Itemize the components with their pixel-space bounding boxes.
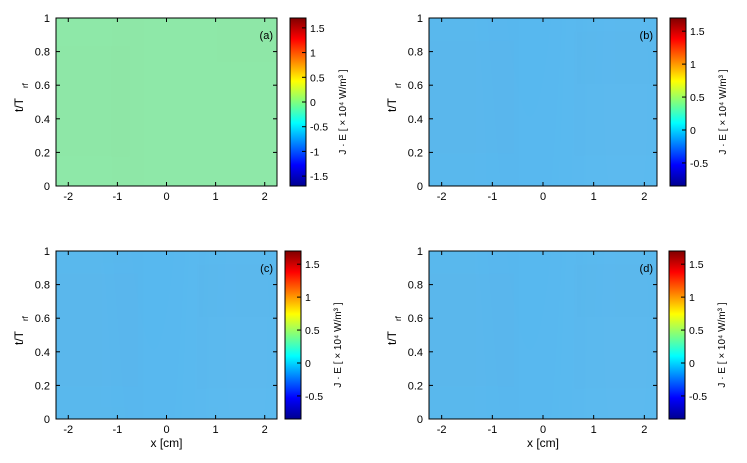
- y-tick-label: 0: [44, 181, 50, 193]
- y-tick-label: 0.2: [35, 147, 50, 159]
- heatmap-panel-b: -2 -1 0 1 2 0 0.2 0.4 0.6 0.8 1 t/T rf (b) -0.5 0 0.5 1 1.…: [385, 13, 729, 203]
- x-tick-label: -1: [487, 191, 497, 203]
- colorbar-tick-label: 1: [689, 292, 695, 304]
- x-tick-label: -2: [437, 191, 447, 203]
- x-tick-label: -2: [437, 424, 447, 436]
- y-tick-label: 0.2: [408, 380, 423, 392]
- colorbar-tick-label: -0.5: [690, 158, 708, 170]
- colorbar: [668, 250, 686, 420]
- colorbar-tick-label: -1: [310, 146, 319, 158]
- y-axis-label: t/T: [12, 330, 26, 345]
- colorbar-label: J · E [ × 10⁴ W/m³ ]: [717, 302, 728, 387]
- colorbar-tick-label: -0.5: [689, 391, 707, 403]
- colorbar-label: J · E [ × 10⁴ W/m³ ]: [718, 69, 729, 154]
- x-tick-label: 1: [213, 191, 219, 203]
- colorbar-tick-label: 0: [305, 358, 311, 370]
- y-tick-label: 0.6: [35, 313, 50, 325]
- colorbar-tick-label: 1: [310, 48, 316, 60]
- y-tick-label: 1: [44, 246, 50, 258]
- colorbar-tick-label: 1.5: [310, 23, 325, 35]
- panel-label: (b): [640, 30, 653, 42]
- x-tick-label: -2: [63, 191, 73, 203]
- x-tick-label: 2: [262, 191, 268, 203]
- x-tick-label: 1: [591, 424, 597, 436]
- y-tick-label: 0.8: [35, 47, 50, 59]
- x-tick-label: 0: [163, 191, 169, 203]
- colorbar-tick-label: -0.5: [310, 122, 328, 134]
- x-tick-label: -1: [112, 424, 122, 436]
- colorbar-tick-label: 1.5: [689, 259, 704, 271]
- x-tick-label: 0: [540, 191, 546, 203]
- y-tick-label: 0.8: [35, 280, 50, 292]
- x-tick-label: 2: [262, 424, 268, 436]
- y-tick-label: 0.4: [408, 347, 423, 359]
- colorbar: [669, 17, 687, 187]
- colorbar-tick-label: 0: [310, 97, 316, 109]
- colorbar-tick-label: 0.5: [310, 72, 325, 84]
- heatmap-image: [429, 18, 657, 186]
- y-tick-label: 0: [417, 181, 423, 193]
- colorbar-tick-label: 0: [689, 358, 695, 370]
- y-tick-label: 0.8: [408, 280, 423, 292]
- y-tick-label: 0.6: [35, 80, 50, 92]
- colorbar-label: J · E [ × 10⁴ W/m³ ]: [333, 302, 344, 387]
- y-tick-label: 0: [44, 414, 50, 426]
- y-tick-label: 0.6: [408, 313, 423, 325]
- heatmap-panel-c: -2 -1 0 1 2 0 0.2 0.4 0.6 0.8 1 t/T rf x [cm] (c) -0.5 0…: [12, 246, 344, 450]
- y-axis-label-subscript: rf: [394, 315, 403, 321]
- x-tick-label: 2: [641, 424, 647, 436]
- colorbar-tick-label: 1: [690, 59, 696, 71]
- panel-label: (a): [260, 30, 273, 42]
- y-tick-label: 0: [417, 414, 423, 426]
- x-tick-label: 0: [163, 424, 169, 436]
- y-tick-label: 1: [417, 13, 423, 25]
- colorbar-tick-label: 1: [305, 292, 311, 304]
- y-tick-label: 0.8: [408, 47, 423, 59]
- y-axis-label: t/T: [12, 97, 26, 112]
- colorbar-tick-label: 0.5: [689, 325, 704, 337]
- panel-label: (c): [260, 263, 273, 275]
- colorbar-tick-label: 1.5: [690, 26, 705, 38]
- x-tick-label: -1: [112, 191, 122, 203]
- y-tick-label: 0.4: [408, 114, 423, 126]
- x-tick-label: 1: [213, 424, 219, 436]
- colorbar-tick-label: 0.5: [690, 92, 705, 104]
- colorbar: [284, 250, 302, 420]
- heatmap-image: [56, 251, 277, 419]
- y-tick-label: 0.4: [35, 347, 50, 359]
- colorbar-tick-label: 0.5: [305, 325, 320, 337]
- y-axis-label-subscript: rf: [394, 82, 403, 88]
- y-tick-label: 1: [44, 13, 50, 25]
- heatmap-panel-a: -2 -1 0 1 2 0 0.2 0.4 0.6 0.8 1 t/T rf (a) -1.5 -1 -0.5 0…: [12, 13, 349, 203]
- colorbar-tick-label: 1.5: [305, 259, 320, 271]
- colorbar-tick-label: -0.5: [305, 391, 323, 403]
- y-axis-label-subscript: rf: [21, 315, 30, 321]
- x-axis-label: x [cm]: [151, 436, 183, 450]
- heatmap-panel-d: -2 -1 0 1 2 0 0.2 0.4 0.6 0.8 1 t/T rf x [cm] (d) -0.5 0…: [385, 246, 728, 450]
- y-tick-label: 0.2: [35, 380, 50, 392]
- y-tick-label: 0.2: [408, 147, 423, 159]
- colorbar-tick-label: 0: [690, 125, 696, 137]
- x-tick-label: -1: [487, 424, 497, 436]
- x-tick-label: -2: [63, 424, 73, 436]
- y-tick-label: 0.4: [35, 114, 50, 126]
- colorbar-tick-label: -1.5: [310, 171, 328, 183]
- y-axis-label-subscript: rf: [21, 82, 30, 88]
- y-tick-label: 0.6: [408, 80, 423, 92]
- heatmap-image: [56, 18, 277, 186]
- y-axis-label: t/T: [385, 97, 399, 112]
- panel-label: (d): [640, 263, 653, 275]
- y-axis-label: t/T: [385, 330, 399, 345]
- colorbar-label: J · E [ × 10⁴ W/m³ ]: [338, 69, 349, 154]
- x-tick-label: 0: [540, 424, 546, 436]
- y-tick-label: 1: [417, 246, 423, 258]
- x-axis-label: x [cm]: [527, 436, 559, 450]
- x-tick-label: 1: [591, 191, 597, 203]
- heatmap-image: [429, 251, 657, 419]
- x-tick-label: 2: [641, 191, 647, 203]
